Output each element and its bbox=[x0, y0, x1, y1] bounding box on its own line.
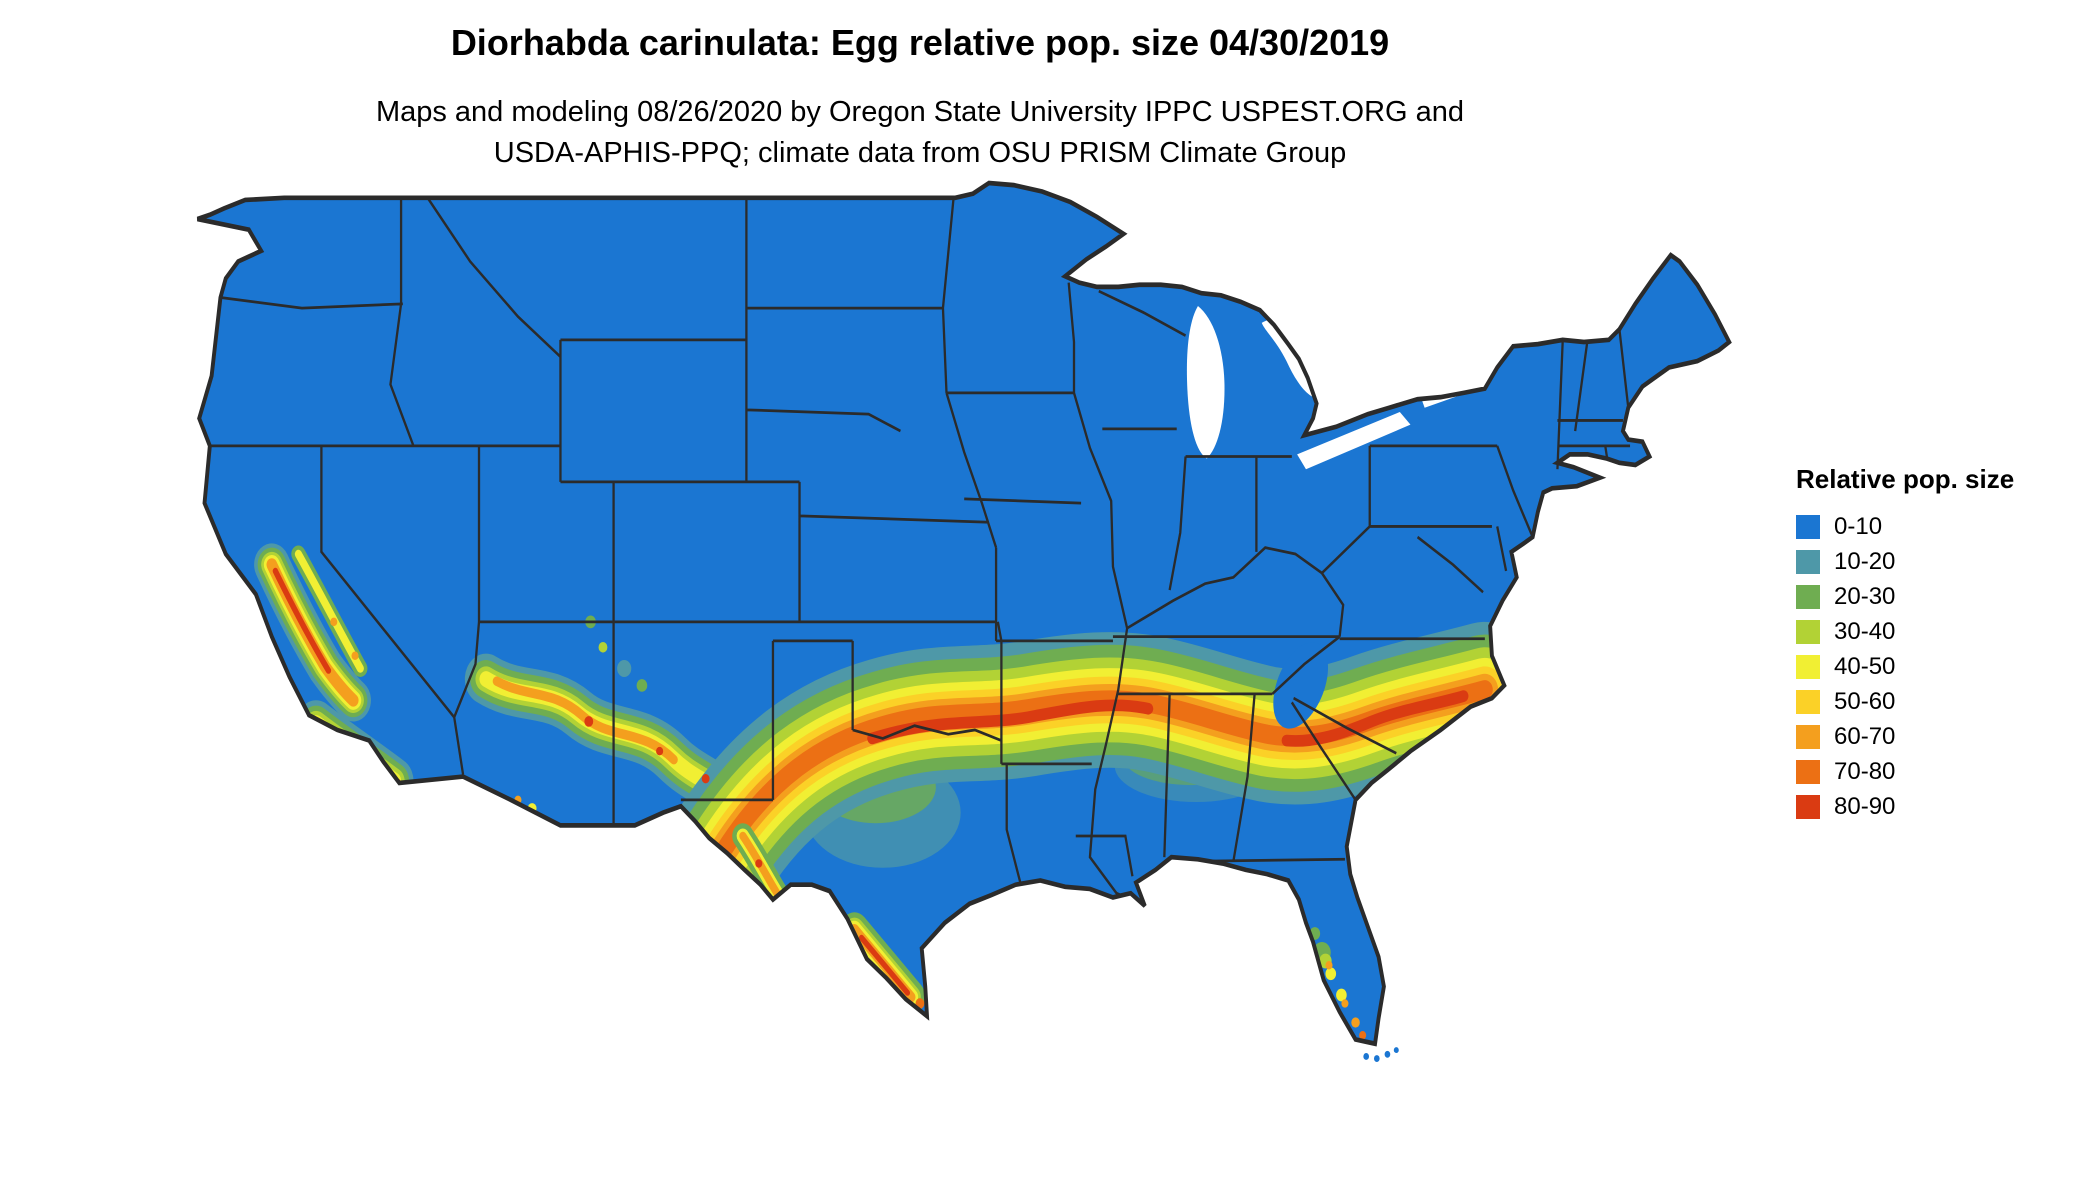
state-borders bbox=[209, 196, 1631, 908]
speckle-80-90 bbox=[701, 774, 710, 784]
legend-label-60-70: 60-70 bbox=[1834, 723, 1896, 750]
legend-swatch-70-80 bbox=[1796, 760, 1820, 784]
header: Diorhabda carinulata: Egg relative pop. … bbox=[0, 22, 1840, 173]
band-south-texas bbox=[840, 912, 926, 1015]
speckle-fl-60-70 bbox=[1351, 1017, 1360, 1028]
legend-swatch-30-40 bbox=[1796, 620, 1820, 644]
band-stx-80-90 bbox=[859, 934, 911, 996]
band-main-80-90-east bbox=[1281, 690, 1469, 747]
band-central-valley bbox=[254, 543, 371, 722]
page-title: Diorhabda carinulata: Egg relative pop. … bbox=[450, 22, 1390, 63]
legend-row: 10-20 bbox=[1796, 550, 2086, 574]
legend-row: 30-40 bbox=[1796, 620, 2086, 644]
speckle-80-90 bbox=[584, 716, 594, 727]
legend-label-20-30: 20-30 bbox=[1834, 583, 1896, 610]
legend-swatch-50-60 bbox=[1796, 690, 1820, 714]
subtitle-line-2: USDA-APHIS-PPQ; climate data from OSU PR… bbox=[493, 136, 1347, 169]
band-main bbox=[666, 621, 1542, 919]
legend-label-50-60: 50-60 bbox=[1834, 688, 1896, 715]
speckle-60-70 bbox=[351, 651, 359, 660]
lake-erie bbox=[1297, 411, 1411, 470]
us-outline bbox=[196, 180, 1732, 1047]
speckle-80-90 bbox=[755, 859, 763, 868]
legend-label-70-80: 70-80 bbox=[1834, 758, 1896, 785]
legend-row: 70-80 bbox=[1796, 760, 2086, 784]
legend-row: 0-10 bbox=[1796, 515, 2086, 539]
legend-label-80-90: 80-90 bbox=[1834, 793, 1896, 820]
speckle-fl-60-70 bbox=[1325, 961, 1333, 970]
legend-swatch-0-10 bbox=[1796, 515, 1820, 539]
speckle-fl-40-50 bbox=[1336, 988, 1347, 1002]
speckle-10-20 bbox=[617, 660, 632, 677]
legend-row: 20-30 bbox=[1796, 585, 2086, 609]
band-tp-60-70 bbox=[739, 831, 782, 900]
legend-title: Relative pop. size bbox=[1796, 464, 2015, 494]
speckle-20-30 bbox=[636, 679, 648, 692]
speckle-30-40 bbox=[598, 641, 608, 653]
subtitle: Maps and modeling 08/26/2020 by Oregon S… bbox=[0, 92, 1840, 173]
lake-michigan bbox=[1186, 305, 1225, 459]
speckle-80-90 bbox=[368, 760, 378, 772]
legend-swatch-80-90 bbox=[1796, 795, 1820, 819]
speckle-fl-60-70 bbox=[1341, 999, 1349, 1008]
us-map bbox=[196, 180, 1732, 1062]
speckle-80-90 bbox=[336, 739, 346, 751]
key-islet bbox=[1373, 1055, 1380, 1062]
band-southwest bbox=[464, 653, 754, 828]
legend-row: 50-60 bbox=[1796, 690, 2086, 714]
speckle-60-70 bbox=[330, 617, 338, 627]
legend-label-10-20: 10-20 bbox=[1834, 548, 1896, 575]
legend-row: 80-90 bbox=[1796, 795, 2086, 819]
florida-keys bbox=[1363, 1047, 1399, 1062]
legend-label-0-10: 0-10 bbox=[1834, 513, 1883, 540]
legend-label-30-40: 30-40 bbox=[1834, 618, 1896, 645]
speckle-fl-70-80 bbox=[1359, 1031, 1367, 1040]
subtitle-line-1: Maps and modeling 08/26/2020 by Oregon S… bbox=[375, 96, 1465, 128]
legend-swatch-60-70 bbox=[1796, 725, 1820, 749]
legend-row: 60-70 bbox=[1796, 725, 2086, 749]
speckle-80-90 bbox=[656, 746, 664, 756]
legend-row: 40-50 bbox=[1796, 655, 2086, 679]
speckle-40-50 bbox=[261, 653, 272, 667]
legend: Relative pop. size 0-10 10-20 20-30 30-4… bbox=[1796, 464, 2086, 830]
key-islet bbox=[1363, 1053, 1370, 1060]
key-islet bbox=[1384, 1050, 1391, 1058]
band-main-80-90-west bbox=[867, 699, 1154, 745]
band-transpecos bbox=[732, 823, 789, 909]
speckle-fl-40-50 bbox=[1325, 967, 1337, 981]
key-islet bbox=[1393, 1047, 1399, 1054]
speckle-20-30 bbox=[246, 622, 259, 638]
legend-swatch-20-30 bbox=[1796, 585, 1820, 609]
legend-label-40-50: 40-50 bbox=[1834, 653, 1896, 680]
map-fill-layers bbox=[197, 183, 1730, 1044]
speckle-30-40 bbox=[237, 595, 247, 606]
legend-swatch-40-50 bbox=[1796, 655, 1820, 679]
band-sw-60-70 bbox=[492, 676, 678, 765]
band-cv-80-90 bbox=[272, 567, 332, 674]
legend-swatch-10-20 bbox=[1796, 550, 1820, 574]
appalachian-notch-0-10 bbox=[1273, 642, 1329, 729]
speckle-60-70 bbox=[276, 675, 286, 687]
